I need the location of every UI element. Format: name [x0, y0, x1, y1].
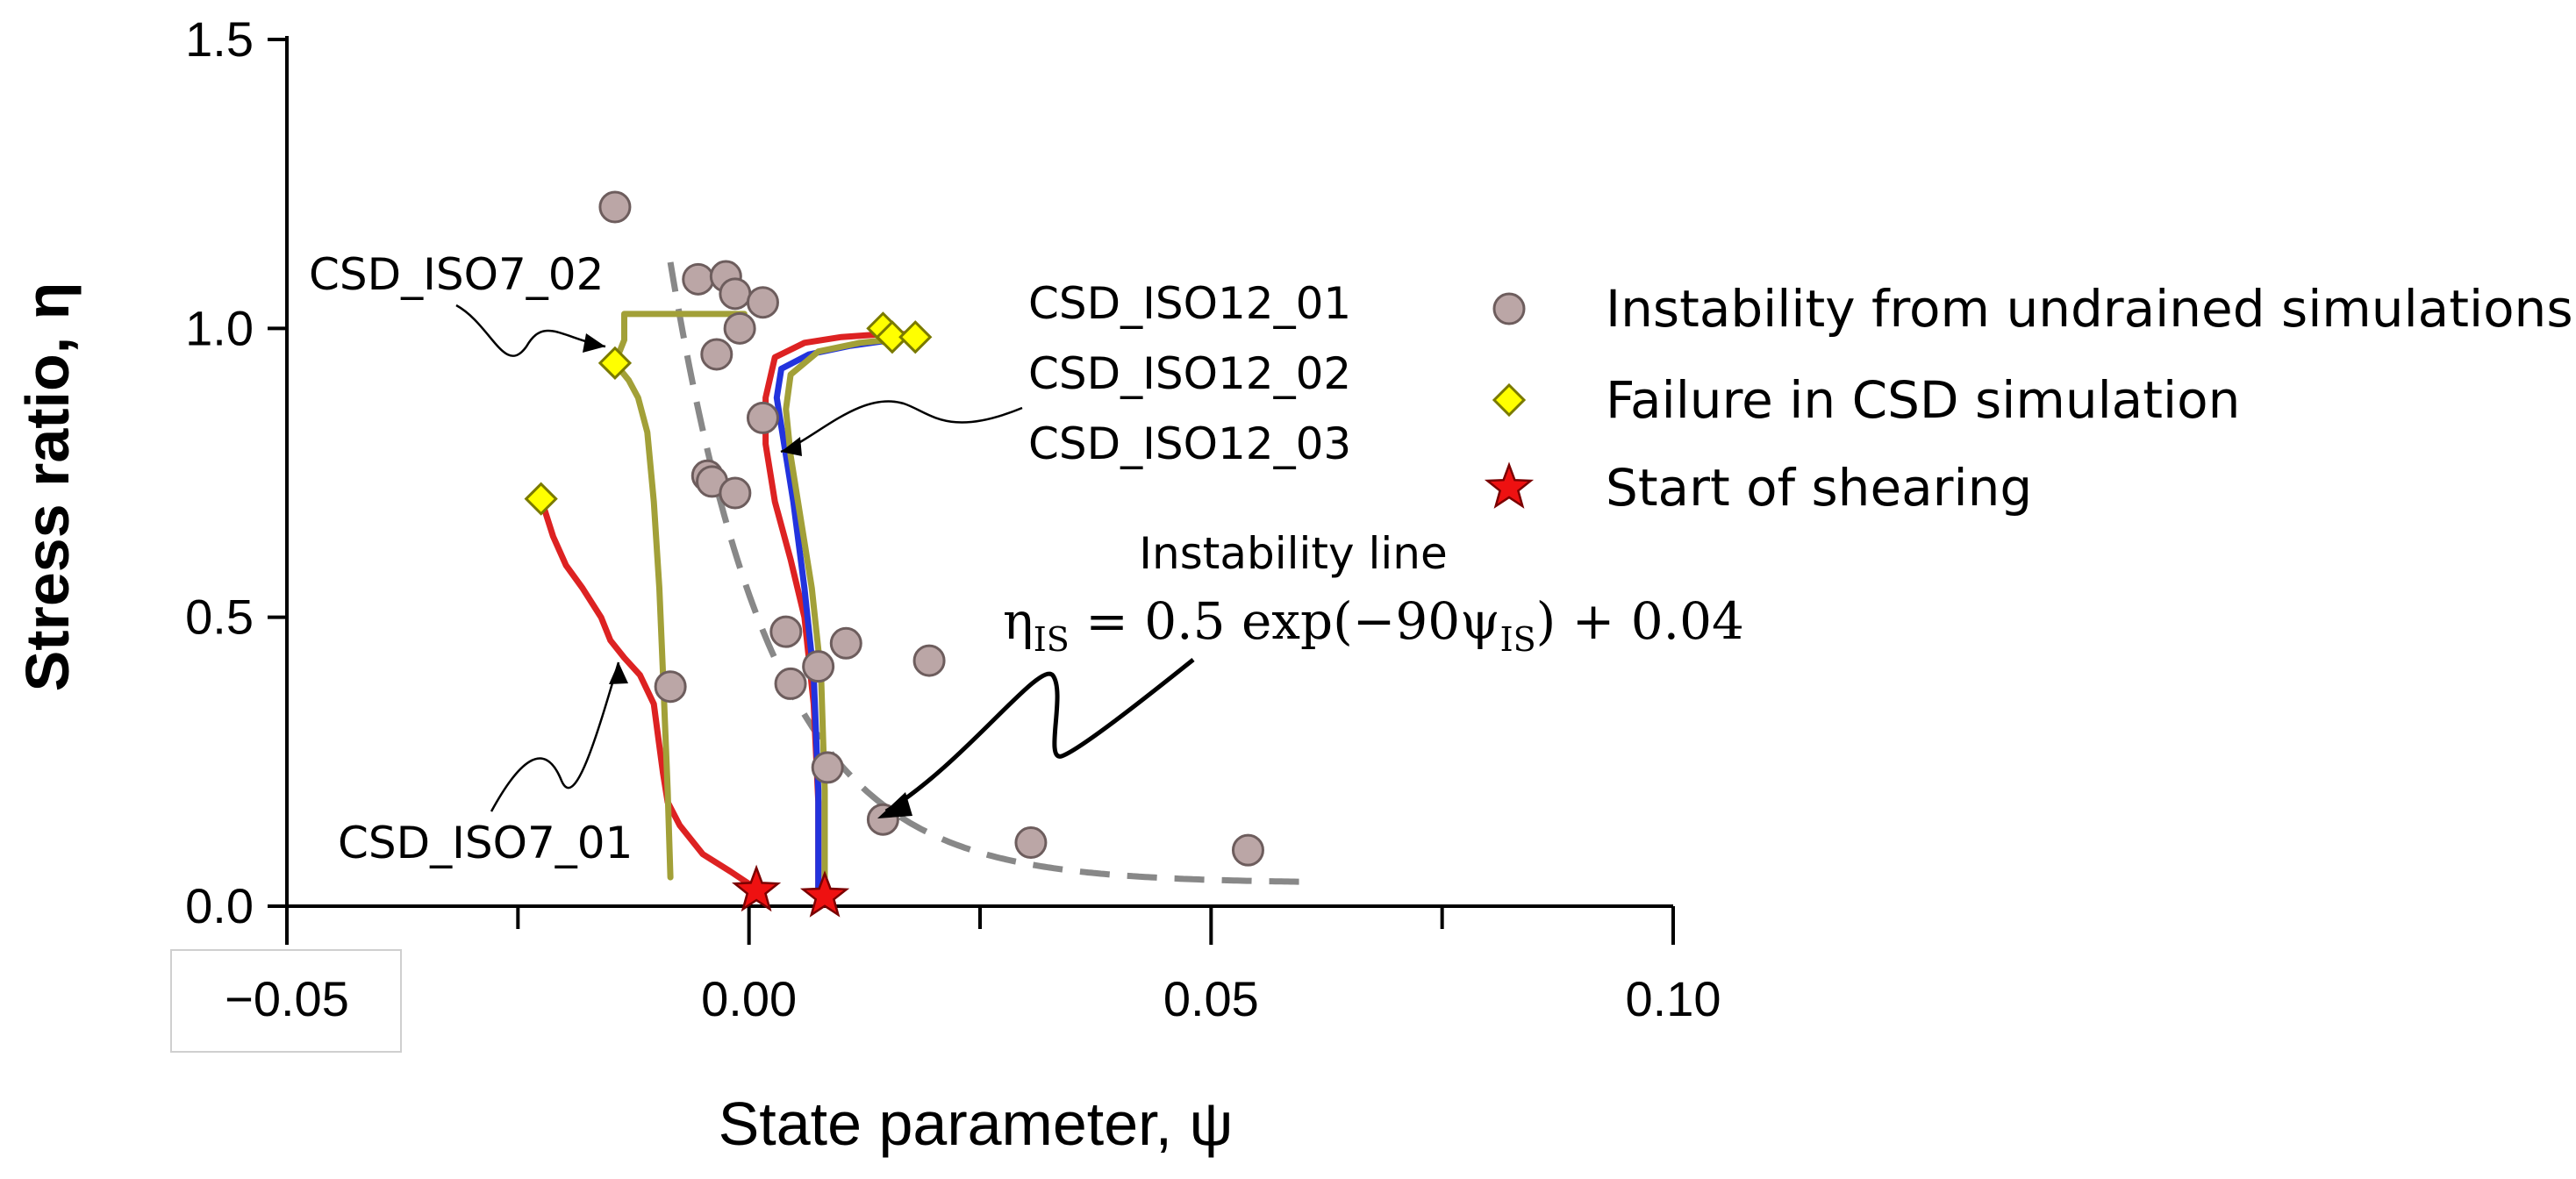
instability-point [598, 190, 632, 224]
start-point [799, 870, 850, 918]
legend-label: Start of shearing [1606, 458, 2032, 518]
annotation-label: CSD_ISO12_03 [1028, 418, 1351, 469]
instability-point [719, 476, 752, 510]
failure-point [875, 320, 910, 354]
x-tick-label: 0.10 [1626, 971, 1721, 1026]
instability-point [774, 667, 807, 700]
failure-point [898, 320, 933, 354]
instability-point [769, 615, 803, 648]
series-line-csd_iso7_02 [612, 311, 748, 881]
y-axis-title: Stress ratio, η [13, 282, 82, 692]
axes-frame: 0.0 0.5 1.0 1.5 −0.05 0.00 0.05 0.10 [170, 11, 1721, 1053]
legend-marker-diamond [1492, 382, 1527, 418]
annotation-label: CSD_ISO12_01 [1028, 278, 1351, 329]
annotation-arrowhead [609, 662, 628, 684]
instability-point [746, 286, 779, 319]
y-tick-label: 0.5 [185, 590, 254, 645]
instability-point [700, 338, 733, 371]
instability-point [682, 262, 715, 296]
annotation-label: CSD_ISO12_02 [1028, 348, 1351, 399]
annotation-arrowhead [781, 437, 802, 456]
instability-point [1231, 833, 1264, 867]
legend: Instability from undrained simulations Fa… [1484, 279, 2573, 518]
tick-label-box [170, 949, 402, 1053]
failure-point [597, 346, 633, 380]
instability-point [719, 277, 752, 311]
y-tick-label: 1.0 [185, 300, 254, 355]
x-axis-title: State parameter, ψ [719, 1090, 1234, 1158]
instability-line-arrow [884, 658, 1195, 814]
instability-point [654, 670, 687, 704]
legend-marker-star [1484, 461, 1535, 509]
y-tick-label: 1.5 [185, 11, 254, 67]
series-line-csd_iso7_01 [538, 496, 760, 892]
x-tick-label: −0.05 [225, 971, 349, 1026]
instability-line-arrowhead [877, 792, 912, 818]
annotation-label: CSD_ISO7_01 [338, 818, 633, 868]
instability-point [1014, 826, 1048, 860]
annotation-leader [780, 400, 1023, 454]
instability-point [723, 311, 756, 345]
instability-line-group [667, 261, 1304, 885]
annotation-leader [490, 661, 620, 812]
x-tick-label: 0.00 [701, 971, 797, 1026]
legend-label: Failure in CSD simulation [1606, 370, 2240, 430]
instability-point [802, 650, 835, 683]
x-tick-label: 0.05 [1163, 971, 1259, 1026]
series-group [538, 311, 928, 898]
legend-label: Instability from undrained simulations [1606, 279, 2573, 339]
instability-point [912, 644, 946, 677]
annotations-group: CSD_ISO7_02 CSD_ISO12_01 CSD_ISO12_02 CSD_I… [309, 249, 1351, 868]
series-line-csd_iso12_03 [783, 333, 919, 898]
points-group [524, 190, 1264, 918]
annotation-label: CSD_ISO7_02 [309, 249, 604, 300]
instability-point [829, 626, 862, 660]
start-point [732, 864, 782, 912]
annotation-leader [455, 304, 606, 357]
instability-line-label: Instability line [1139, 528, 1447, 579]
y-tick-label: 0.0 [185, 878, 254, 933]
legend-marker-circle [1492, 292, 1526, 325]
instability-line [667, 261, 1304, 885]
annotation-arrowhead [583, 333, 605, 353]
instability-equation: ηIS = 0.5 exp(−90ψIS) + 0.04 [1003, 591, 1744, 659]
instability-point [746, 401, 779, 434]
failure-point [524, 482, 558, 516]
instability-point [811, 751, 844, 784]
